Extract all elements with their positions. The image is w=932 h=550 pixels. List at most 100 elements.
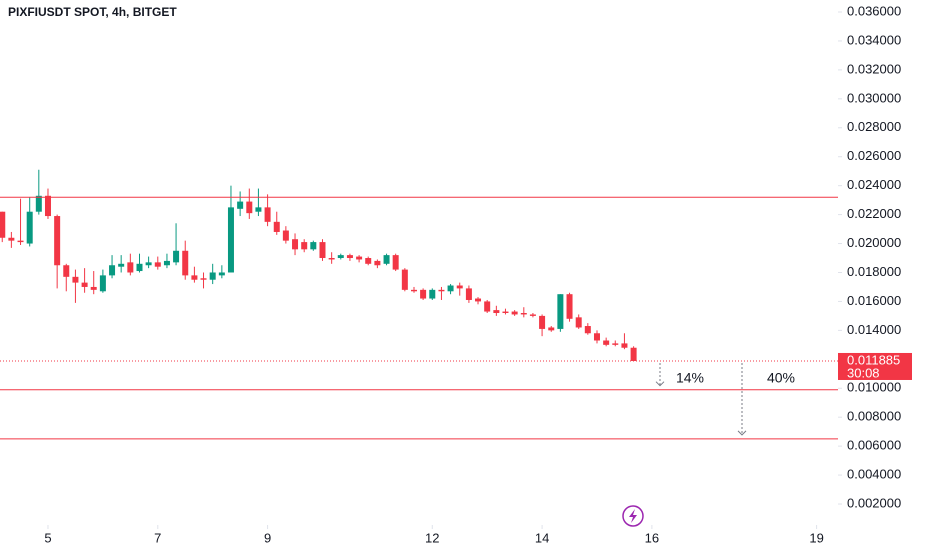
y-tick-label: 0.028000 — [847, 119, 901, 134]
candle-body — [475, 298, 482, 302]
candle-body — [218, 272, 225, 276]
candle-body — [465, 288, 472, 300]
x-tick-label: 5 — [44, 530, 51, 545]
x-tick-label: 16 — [645, 530, 659, 545]
y-tick-label: 0.006000 — [847, 438, 901, 453]
candle-body — [81, 282, 88, 287]
candle-body — [401, 269, 408, 290]
candle-body — [429, 289, 436, 299]
candle-body — [456, 285, 463, 289]
candle-body — [118, 263, 125, 267]
candle-body — [200, 278, 207, 280]
candle-body — [593, 333, 600, 341]
candle-body — [438, 289, 445, 292]
candle-body — [63, 265, 70, 277]
candle-body — [227, 207, 234, 273]
candle-body — [173, 250, 180, 263]
candle-body — [109, 265, 116, 276]
candle-body — [191, 275, 198, 280]
candle-body — [621, 343, 628, 348]
candle-body — [264, 207, 271, 222]
candle-body — [630, 347, 637, 361]
candle-body — [8, 237, 15, 241]
y-tick-label: 0.020000 — [847, 235, 901, 250]
annotation: 14% — [676, 370, 704, 386]
candle-body — [282, 230, 289, 241]
candle-body — [54, 216, 61, 266]
y-tick-label: 0.034000 — [847, 32, 901, 47]
candle-body — [529, 314, 536, 316]
x-tick-label: 12 — [425, 530, 439, 545]
candle-body — [420, 289, 427, 299]
candle-body — [548, 327, 555, 331]
replay-icon[interactable] — [622, 505, 644, 527]
candle-body — [310, 242, 317, 250]
candle-body — [26, 211, 33, 244]
candle-body — [154, 262, 161, 267]
candle-body — [246, 201, 253, 214]
candle-body — [182, 250, 189, 276]
y-tick-label: 0.018000 — [847, 264, 901, 279]
candle-body — [237, 201, 244, 209]
y-tick-label: 0.004000 — [847, 467, 901, 482]
annotation: 40% — [767, 370, 795, 386]
candle-body — [127, 262, 134, 273]
candle-body — [374, 260, 381, 266]
candle-body — [511, 311, 518, 315]
y-tick-label: 0.002000 — [847, 495, 901, 510]
candle-body — [319, 242, 326, 259]
x-tick-label: 9 — [264, 530, 271, 545]
y-tick-label: 0.008000 — [847, 409, 901, 424]
y-tick-label: 0.030000 — [847, 90, 901, 105]
candle-body — [72, 276, 79, 283]
candle-body — [346, 255, 353, 259]
candle-body — [575, 317, 582, 328]
candle-body — [612, 343, 619, 345]
y-tick-label: 0.026000 — [847, 148, 901, 163]
candle-body — [502, 311, 509, 314]
measure-arrow-head — [655, 381, 665, 387]
candle-body — [90, 286, 97, 290]
candle-body — [520, 313, 527, 315]
y-tick-label: 0.024000 — [847, 177, 901, 192]
candle-body — [337, 255, 344, 259]
y-tick-label: 0.036000 — [847, 3, 901, 18]
candle-body — [484, 301, 491, 312]
x-tick-label: 14 — [535, 530, 549, 545]
candle-body — [17, 240, 24, 243]
candle-body — [584, 326, 591, 334]
candle-body — [35, 195, 42, 212]
candle-body — [273, 221, 280, 232]
candle-body — [566, 294, 573, 319]
candle-body — [603, 340, 610, 345]
candle-body — [301, 242, 308, 250]
candle-body — [44, 195, 51, 217]
candle-body — [145, 262, 152, 266]
candle-body — [411, 289, 418, 292]
candle-body — [328, 258, 335, 260]
candle-body — [447, 285, 454, 292]
y-tick-label: 0.022000 — [847, 206, 901, 221]
candle-body — [383, 255, 390, 264]
candle-body — [557, 294, 564, 329]
x-tick-label: 7 — [154, 530, 161, 545]
candle-body — [356, 256, 363, 260]
candle-body — [493, 310, 500, 314]
candle-body — [0, 211, 6, 238]
y-tick-label: 0.016000 — [847, 293, 901, 308]
candle-body — [392, 255, 399, 270]
y-tick-label: 0.032000 — [847, 61, 901, 76]
candle-body — [255, 207, 262, 212]
y-tick-label: 0.014000 — [847, 322, 901, 337]
chart-title: PIXFIUSDT SPOT, 4h, BITGET — [8, 5, 177, 19]
candle-body — [365, 258, 372, 264]
last-price-box — [838, 352, 912, 380]
y-tick-label: 0.010000 — [847, 380, 901, 395]
last-price-label: 0.011885 — [847, 352, 900, 367]
candle-body — [209, 272, 216, 280]
countdown-label: 30:08 — [847, 365, 880, 380]
candle-body — [292, 239, 299, 250]
x-tick-label: 19 — [809, 530, 823, 545]
